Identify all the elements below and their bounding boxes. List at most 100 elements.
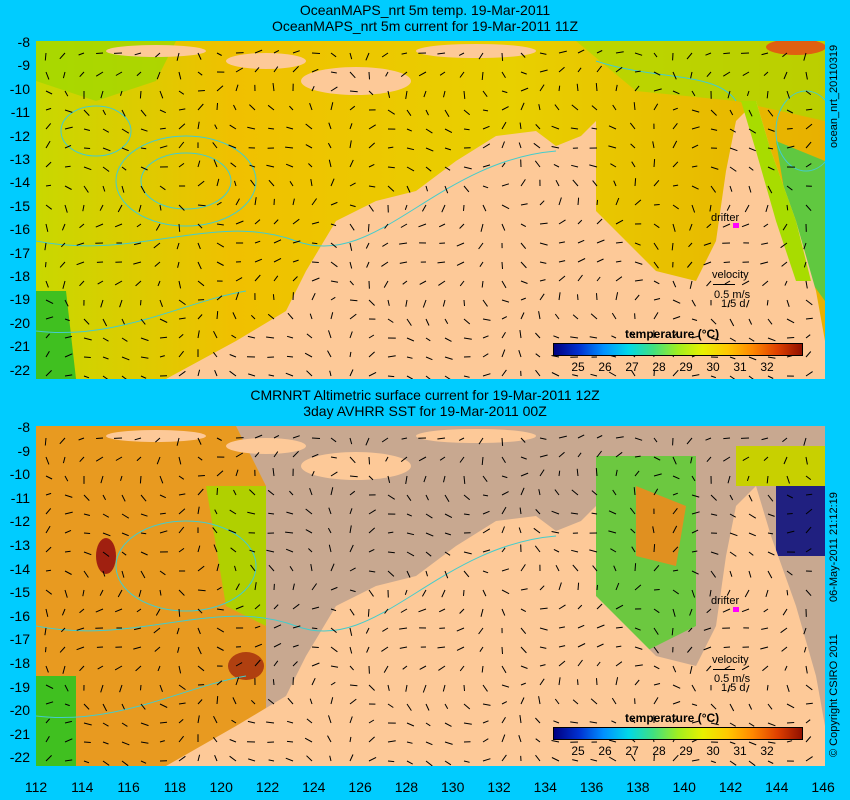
current-vector: [596, 199, 598, 206]
current-vector: [155, 223, 161, 231]
current-vector: [748, 109, 753, 117]
current-vector: [653, 312, 659, 320]
current-vector: [786, 513, 793, 515]
current-vector: [308, 548, 313, 553]
current-vector: [121, 109, 126, 117]
current-vector: [611, 720, 617, 724]
current-vector: [520, 646, 527, 654]
current-vector: [235, 84, 239, 92]
current-vector: [178, 665, 182, 674]
current-vector: [539, 200, 545, 206]
current-vector: [672, 507, 678, 515]
current-vector: [501, 331, 506, 339]
colorbar-tick: 28: [652, 744, 666, 758]
current-vector: [330, 563, 335, 572]
current-vector: [197, 71, 203, 76]
current-vector: [121, 375, 127, 379]
current-vector: [596, 643, 604, 648]
current-vector: [634, 664, 643, 667]
current-vector: [444, 337, 452, 342]
x-tick-label: 130: [441, 779, 465, 795]
current-vector: [266, 721, 275, 724]
current-vector: [691, 144, 699, 149]
current-vector: [273, 624, 282, 629]
current-vector: [83, 356, 91, 358]
current-vector: [520, 487, 525, 496]
current-vector: [119, 684, 123, 693]
current-vector: [615, 197, 620, 206]
current-vector: [425, 147, 434, 152]
current-vector: [425, 109, 429, 116]
current-vector: [672, 122, 678, 130]
current-vector: [518, 350, 522, 358]
current-vector: [309, 103, 313, 111]
current-vector: [539, 69, 548, 73]
current-vector: [553, 163, 560, 168]
current-vector: [330, 86, 338, 92]
current-vector: [405, 684, 408, 692]
current-vector: [437, 261, 446, 264]
current-vector: [229, 354, 237, 358]
current-vector: [286, 511, 294, 515]
current-vector: [305, 144, 313, 149]
current-vector: [292, 661, 298, 667]
current-vector: [653, 298, 661, 301]
y-tick-label: -11: [10, 489, 30, 506]
current-vector: [634, 563, 637, 572]
current-vector: [767, 703, 773, 710]
current-vector: [653, 103, 659, 111]
x-tick-label: 124: [302, 779, 326, 795]
current-vector: [365, 242, 370, 249]
current-vector: [479, 646, 484, 652]
current-vector: [501, 491, 509, 496]
x-tick-label: 112: [24, 779, 48, 795]
current-vector: [615, 51, 624, 54]
current-vector: [611, 335, 617, 339]
current-vector: [249, 104, 256, 111]
current-vector: [330, 201, 338, 206]
current-vector: [558, 219, 566, 225]
current-vector: [292, 644, 299, 648]
current-vector: [577, 452, 582, 458]
current-vector: [687, 646, 693, 653]
current-vector: [615, 677, 619, 686]
current-vector: [767, 185, 773, 194]
current-vector: [330, 471, 338, 477]
current-vector: [177, 261, 180, 268]
current-vector: [608, 739, 617, 743]
current-vector: [615, 260, 622, 263]
current-vector: [634, 70, 641, 73]
current-vector: [535, 332, 541, 339]
current-vector: [482, 164, 491, 168]
current-vector: [382, 242, 389, 247]
current-vector: [691, 720, 699, 724]
current-vector: [254, 258, 263, 263]
current-vector: [368, 351, 375, 358]
current-vector: [349, 544, 354, 553]
current-vector: [121, 703, 125, 710]
current-vector: [691, 185, 699, 190]
current-vector: [767, 760, 774, 764]
current-vector: [615, 604, 624, 610]
current-vector: [653, 437, 658, 443]
current-vector: [687, 261, 693, 268]
current-vector: [691, 109, 700, 113]
current-vector: [630, 331, 636, 339]
current-vector: [595, 468, 598, 477]
current-vector: [744, 589, 750, 598]
current-vector: [349, 754, 354, 762]
current-vector: [102, 128, 110, 133]
current-vector: [421, 589, 427, 597]
current-vector: [463, 90, 466, 99]
current-vector: [520, 280, 528, 284]
current-vector: [235, 583, 240, 591]
colorbar-tick: 30: [706, 360, 720, 374]
current-vector: [705, 437, 712, 441]
current-vector: [349, 736, 352, 743]
island-timor: [301, 67, 411, 95]
current-vector: [577, 239, 585, 244]
current-vector: [742, 456, 750, 462]
current-vector: [79, 456, 85, 463]
current-vector: [630, 755, 636, 762]
current-vector: [79, 223, 85, 229]
